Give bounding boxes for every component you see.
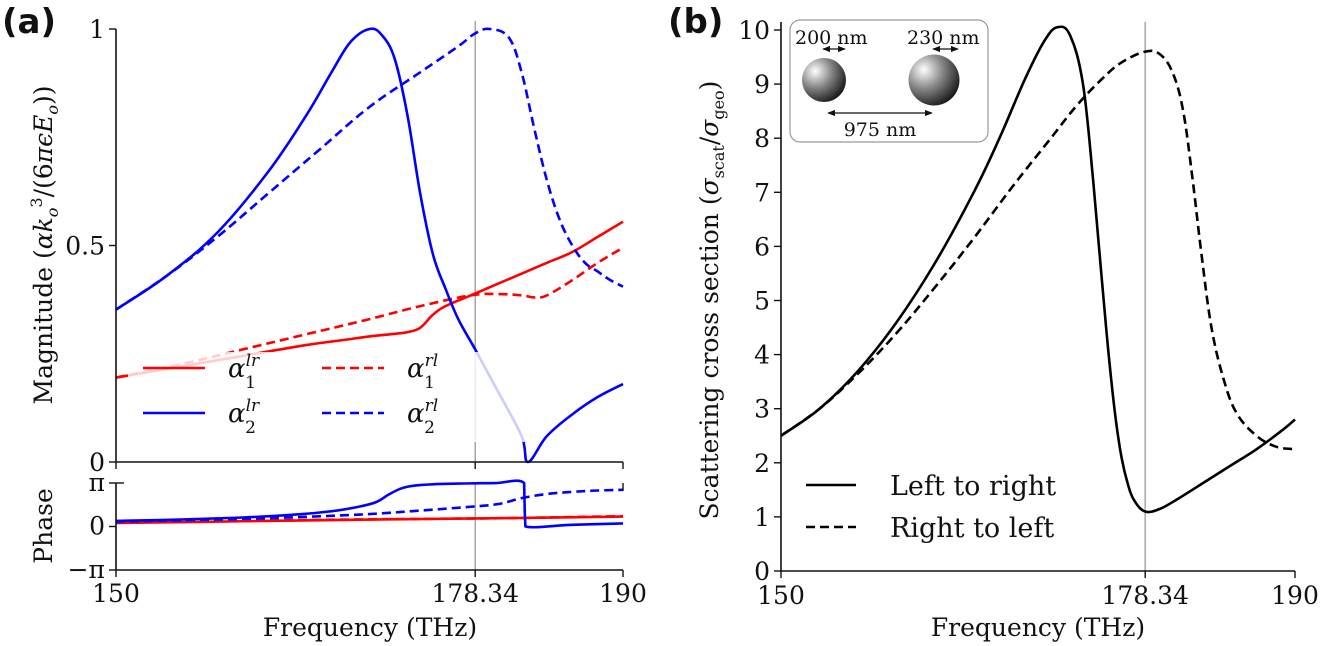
xtick-label: 178.34 xyxy=(1101,581,1188,610)
legend-label-rtl: Right to left xyxy=(890,513,1054,544)
magnitude-line-a1_rl xyxy=(115,246,624,379)
inset-diagram: 200 nm 230 nm 975 nm xyxy=(789,19,989,143)
ytick-label: 0 xyxy=(754,557,770,586)
panel-a: (a) Magnitude (αko3/(6πϵEo)) Phase 00.51… xyxy=(2,2,647,642)
right-particle xyxy=(908,54,960,106)
xtick-label: 150 xyxy=(757,581,805,610)
panel-b-ylabel: Scattering cross section (σscat/σgeo) xyxy=(695,81,728,520)
ytick-label: 1 xyxy=(754,503,770,532)
xtick-label: 150 xyxy=(92,579,140,608)
phase-ylabel: Phase xyxy=(29,488,58,563)
ytick-label: 6 xyxy=(754,232,770,261)
panel-a-legend: αlr 1 αrl 1 αlr 2 αrl 2 xyxy=(128,351,528,442)
phase-line-p1_rl xyxy=(115,514,624,524)
phase-line-p2_rl xyxy=(115,488,624,523)
ytick-label: 7 xyxy=(754,178,770,207)
magnitude-ytick-label: 0 xyxy=(89,448,105,477)
panel-a-label: (a) xyxy=(2,2,56,42)
phase-ytick-label: 0 xyxy=(89,512,105,541)
magnitude-line-a2_rl xyxy=(115,27,624,311)
phase-ytick-label: −π xyxy=(68,555,105,584)
xtick-label: 178.34 xyxy=(431,579,518,608)
legend-label-a2_lr: αlr 2 xyxy=(228,396,260,438)
legend-label-a2_rl: αrl 2 xyxy=(407,396,438,438)
phase-ytick-label: π xyxy=(89,468,105,497)
phase-line-p2_lr xyxy=(115,479,624,529)
magnitude-ylabel: Magnitude (αko3/(6πϵEo)) xyxy=(27,85,62,404)
magnitude-line-a1_lr xyxy=(115,220,624,379)
panel-b-label: (b) xyxy=(668,2,723,42)
scattering-line-ltr xyxy=(780,25,1296,514)
scattering-line-rtl xyxy=(780,49,1296,451)
ytick-label: 9 xyxy=(754,70,770,99)
right-diameter-label: 230 nm xyxy=(907,27,980,49)
ytick-label: 8 xyxy=(754,124,770,153)
panel-b: (b) Scattering cross section (σscat/σgeo… xyxy=(668,2,1319,642)
magnitude-line-a2_lr xyxy=(115,27,624,464)
ytick-label: 10 xyxy=(738,16,770,45)
left-diameter-label: 200 nm xyxy=(795,27,868,49)
panel-b-axes: 0 1 2 3 4 5 6 7 8 9 10 150 178.34 190 xyxy=(738,16,1319,610)
legend-label-a1_rl: αrl 1 xyxy=(407,351,438,393)
ytick-label: 5 xyxy=(754,287,770,316)
xtick-label: 190 xyxy=(599,579,647,608)
magnitude-ytick-label: 1 xyxy=(89,15,105,44)
ytick-label: 4 xyxy=(754,341,770,370)
magnitude-ytick-label: 0.5 xyxy=(65,232,105,261)
legend-label-a1_lr: αlr 1 xyxy=(228,351,260,393)
separation-label: 975 nm xyxy=(844,119,917,141)
panel-b-xlabel: Frequency (THz) xyxy=(931,613,1145,642)
magnitude-axes: 00.51 xyxy=(65,15,624,477)
xtick-label: 190 xyxy=(1271,581,1319,610)
phase-axes: −π 0 π 150 178.34 190 xyxy=(68,468,647,608)
ytick-label: 2 xyxy=(754,449,770,478)
panel-a-xlabel: Frequency (THz) xyxy=(263,613,477,642)
left-particle xyxy=(802,58,846,102)
ytick-label: 3 xyxy=(754,395,770,424)
panel-b-legend: Left to right Right to left xyxy=(806,471,1056,544)
legend-background xyxy=(128,352,528,442)
legend-label-ltr: Left to right xyxy=(890,471,1056,502)
